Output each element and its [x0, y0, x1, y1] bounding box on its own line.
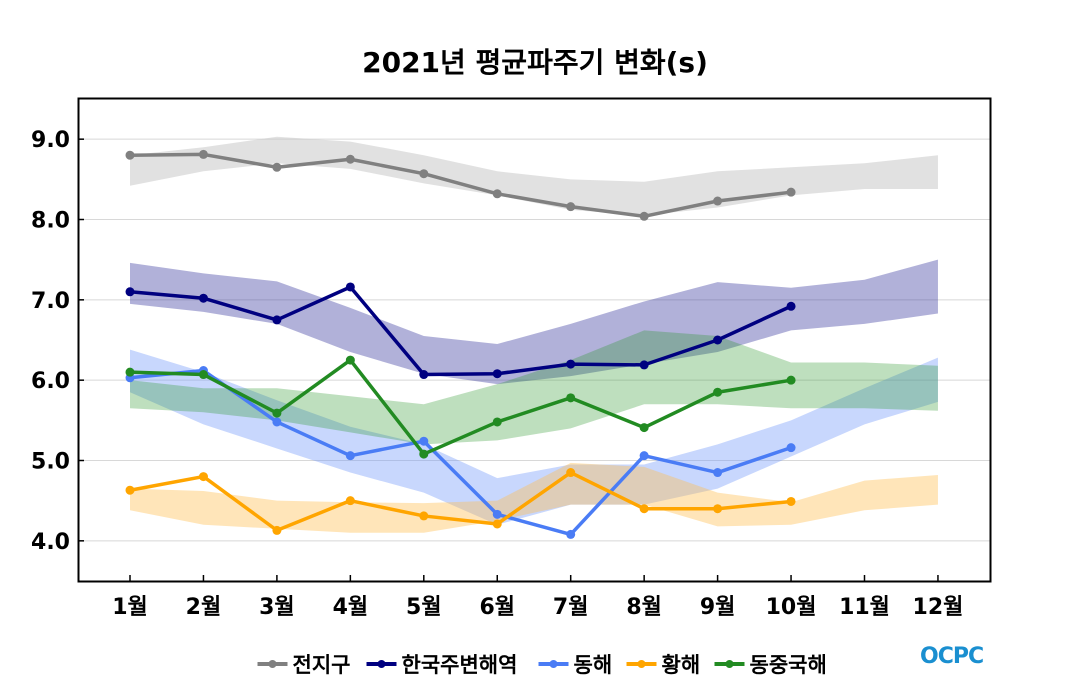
x-tick-label: 10월: [766, 595, 817, 620]
data-point: [272, 408, 282, 418]
data-point: [419, 370, 429, 380]
ocpc-logo: OCPC: [920, 644, 984, 669]
data-point: [639, 504, 649, 514]
data-point: [492, 189, 502, 199]
data-point: [786, 496, 796, 506]
x-tick-label: 4월: [333, 595, 369, 620]
x-tick-label: 2월: [186, 595, 222, 620]
data-point: [272, 162, 282, 172]
x-tick-label: 6월: [479, 595, 515, 620]
data-point: [566, 468, 576, 478]
series-line-3: [129, 470, 792, 533]
data-point: [713, 335, 723, 345]
data-point: [639, 211, 649, 221]
data-point: [786, 375, 796, 385]
data-point: [419, 169, 429, 179]
data-point: [345, 451, 355, 461]
legend-label: 동해: [574, 653, 613, 677]
data-point: [786, 443, 796, 453]
series-line-0: [129, 152, 792, 219]
y-tick-label: 4.0: [31, 530, 70, 555]
data-point: [198, 472, 208, 482]
legend-marker: [549, 660, 558, 668]
data-point: [198, 370, 208, 380]
x-tick-label: 1월: [112, 595, 148, 620]
data-point: [272, 525, 282, 535]
data-point: [492, 519, 502, 529]
data-point: [713, 387, 723, 397]
band-0: [130, 136, 938, 216]
band-4: [130, 330, 938, 445]
y-tick-label: 7.0: [31, 289, 70, 314]
data-point: [566, 359, 576, 369]
data-point: [713, 196, 723, 206]
chart-title: 2021년 평균파주기 변화(s): [362, 46, 708, 79]
data-point: [713, 504, 723, 514]
data-point: [345, 355, 355, 365]
data-point: [198, 149, 208, 159]
data-point: [566, 202, 576, 212]
data-point: [566, 529, 576, 539]
data-point: [786, 301, 796, 311]
series-line-2: [129, 368, 792, 537]
x-tick-label: 8월: [626, 595, 662, 620]
x-tick-label: 3월: [259, 595, 295, 620]
data-point: [419, 449, 429, 459]
x-tick-label: 11월: [839, 595, 890, 620]
data-point: [639, 360, 649, 370]
x-tick-label: 7월: [553, 595, 589, 620]
x-tick-label: 12월: [913, 595, 964, 620]
data-point: [125, 367, 135, 377]
data-point: [492, 509, 502, 519]
data-point: [419, 511, 429, 521]
data-point: [198, 293, 208, 303]
legend-label: 전지구: [293, 653, 351, 677]
series-line-4: [129, 358, 792, 456]
data-point: [345, 282, 355, 292]
data-point: [492, 417, 502, 427]
data-point: [125, 485, 135, 495]
data-point: [786, 187, 796, 197]
data-point: [419, 436, 429, 446]
data-point: [272, 315, 282, 325]
legend-label: 황해: [662, 653, 701, 677]
data-point: [492, 369, 502, 379]
data-point: [713, 468, 723, 478]
data-point: [345, 496, 355, 506]
legend-marker: [268, 660, 277, 668]
data-point: [566, 393, 576, 403]
series-line-1: [129, 285, 792, 377]
y-tick-label: 9.0: [31, 128, 70, 153]
band-1: [130, 259, 938, 385]
y-tick-label: 5.0: [31, 450, 70, 475]
legend-marker: [725, 660, 734, 668]
plot-frame: [77, 97, 992, 583]
band-2: [130, 349, 938, 525]
data-point: [125, 287, 135, 297]
data-point: [639, 451, 649, 461]
y-tick-label: 8.0: [31, 209, 70, 234]
x-tick-label: 5월: [406, 595, 442, 620]
data-point: [272, 417, 282, 427]
y-tick-label: 6.0: [31, 369, 70, 394]
legend-label: 동중국해: [750, 653, 827, 677]
x-tick-label: 9월: [700, 595, 736, 620]
legend-label: 한국주변해역: [402, 653, 518, 677]
data-point: [639, 423, 649, 433]
legend-marker: [637, 660, 646, 668]
legend-marker: [377, 660, 386, 668]
data-point: [345, 154, 355, 164]
data-point: [125, 150, 135, 160]
